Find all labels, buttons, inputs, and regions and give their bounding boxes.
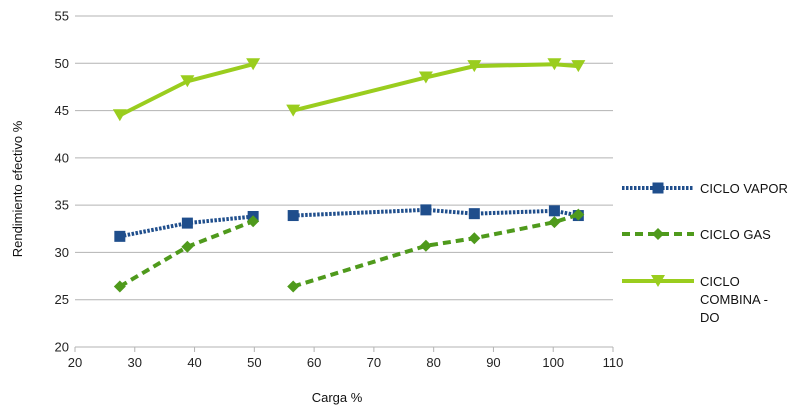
series-1 bbox=[113, 208, 585, 293]
legend-label: DO bbox=[700, 310, 720, 325]
y-tick-label: 20 bbox=[55, 340, 69, 355]
y-axis-label: Rendimiento efectivo % bbox=[10, 120, 25, 257]
data-point bbox=[286, 104, 301, 117]
data-point bbox=[420, 204, 432, 216]
legend-label: CICLO GAS bbox=[700, 227, 771, 242]
x-tick-label: 20 bbox=[68, 355, 82, 370]
x-tick-label: 110 bbox=[603, 355, 624, 370]
data-point bbox=[468, 208, 480, 220]
x-tick-labels: 20 30 40 50 60 70 80 90 100 110 bbox=[68, 355, 624, 370]
x-tick-label: 70 bbox=[367, 355, 381, 370]
legend-marker bbox=[652, 228, 664, 240]
series-0 bbox=[114, 204, 584, 242]
series-line bbox=[292, 62, 579, 113]
series-line bbox=[118, 62, 254, 118]
legend-label: COMBINA - bbox=[700, 292, 768, 307]
data-point bbox=[419, 239, 432, 252]
legend-label: CICLO VAPOR bbox=[700, 181, 788, 196]
series-line bbox=[293, 207, 579, 218]
x-tick-label: 40 bbox=[187, 355, 201, 370]
series-2 bbox=[112, 58, 586, 122]
data-point bbox=[571, 60, 586, 73]
legend-label: CICLO bbox=[700, 274, 740, 289]
gridlines bbox=[74, 15, 614, 352]
y-tick-labels: 20 25 30 35 40 45 50 55 bbox=[55, 9, 69, 355]
x-tick-label: 90 bbox=[486, 355, 500, 370]
data-point bbox=[287, 280, 300, 293]
x-axis-label: Carga % bbox=[312, 390, 363, 405]
y-tick-label: 30 bbox=[55, 245, 69, 260]
data-point bbox=[114, 230, 126, 242]
data-point bbox=[548, 205, 560, 217]
y-tick-label: 50 bbox=[55, 56, 69, 71]
data-point bbox=[287, 210, 299, 222]
legend: CICLO VAPOR CICLO GAS CICLO COMBINA - DO bbox=[622, 181, 788, 325]
series-line bbox=[292, 212, 579, 289]
x-tick-label: 100 bbox=[542, 355, 564, 370]
y-tick-label: 40 bbox=[55, 150, 69, 165]
y-tick-label: 45 bbox=[55, 103, 69, 118]
x-tick-label: 60 bbox=[307, 355, 321, 370]
y-tick-label: 35 bbox=[55, 198, 69, 213]
data-point bbox=[547, 58, 562, 71]
data-point bbox=[467, 60, 482, 73]
x-tick-label: 30 bbox=[128, 355, 142, 370]
data-point bbox=[180, 75, 195, 88]
data-point bbox=[468, 232, 481, 245]
legend-marker bbox=[652, 182, 664, 194]
data-point bbox=[112, 109, 127, 122]
data-point bbox=[113, 280, 126, 293]
data-point bbox=[247, 215, 260, 228]
data-point bbox=[572, 208, 585, 221]
data-point bbox=[548, 216, 561, 229]
x-tick-label: 80 bbox=[426, 355, 440, 370]
data-point bbox=[246, 58, 261, 71]
series-group bbox=[112, 58, 586, 293]
data-point bbox=[181, 217, 193, 229]
data-point bbox=[418, 71, 433, 84]
data-point bbox=[181, 240, 194, 253]
y-tick-label: 55 bbox=[55, 9, 69, 24]
y-tick-label: 25 bbox=[55, 292, 69, 307]
x-tick-label: 50 bbox=[247, 355, 261, 370]
legend-marker bbox=[651, 275, 665, 287]
